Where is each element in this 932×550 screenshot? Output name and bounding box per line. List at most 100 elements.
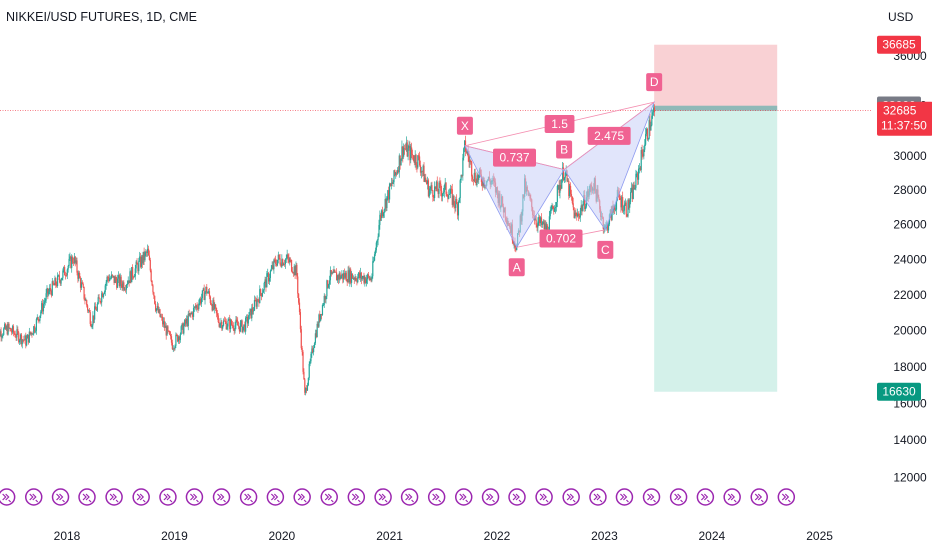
candle-body xyxy=(417,155,419,168)
candle-body xyxy=(223,320,226,322)
candle-body xyxy=(397,169,400,173)
candle-body xyxy=(630,187,633,193)
candle-body xyxy=(387,190,389,197)
event-marker-glyph xyxy=(163,493,173,503)
candle-body xyxy=(92,315,94,326)
event-marker-icon xyxy=(696,488,715,506)
candle-body xyxy=(471,161,473,177)
stop-loss-value: 36685 xyxy=(882,38,916,52)
candle-body xyxy=(164,325,166,328)
candle-body xyxy=(460,175,462,181)
candle-body xyxy=(280,264,282,267)
candle-body xyxy=(242,326,244,333)
event-marker-icon xyxy=(347,488,366,506)
take-profit-zone[interactable] xyxy=(654,110,778,392)
candle-body xyxy=(15,337,17,338)
candle-body xyxy=(621,196,623,208)
candle-body xyxy=(189,313,191,316)
candle-body xyxy=(54,278,56,286)
candle-body xyxy=(52,281,54,285)
event-marker-icon xyxy=(508,488,526,506)
candle-body xyxy=(578,216,581,218)
event-marker-icon xyxy=(185,488,204,506)
candle-body xyxy=(118,275,120,286)
candle-body xyxy=(132,276,135,278)
candle-body xyxy=(266,273,268,288)
candle-body xyxy=(573,207,575,219)
candle-body xyxy=(270,268,272,271)
candle-body xyxy=(206,286,208,294)
ratio-label: 1.5 xyxy=(551,117,568,131)
candle-body xyxy=(243,324,245,327)
candle-body xyxy=(253,299,256,311)
candle-body xyxy=(97,297,99,304)
symbol-title[interactable]: NIKKEI/USD FUTURES, 1D, CME xyxy=(6,10,197,24)
candle-body xyxy=(183,325,185,334)
candle-body xyxy=(388,183,391,200)
candle-body xyxy=(271,265,273,269)
candle-body xyxy=(370,278,372,281)
candle-body xyxy=(607,224,610,231)
candle-body xyxy=(154,303,157,311)
candle-body xyxy=(537,221,539,228)
candle-body xyxy=(198,303,200,309)
candle-body xyxy=(0,331,1,336)
ratio-label: 0.702 xyxy=(546,232,576,246)
candle-body xyxy=(192,307,195,317)
candle-body xyxy=(98,297,100,299)
candle-body xyxy=(333,270,335,273)
candle-body xyxy=(87,310,90,311)
candle-body xyxy=(69,256,71,259)
event-marker-glyph xyxy=(459,493,469,503)
candle-body xyxy=(131,267,133,283)
candle-body xyxy=(114,277,116,283)
last-price-value: 32685 xyxy=(883,104,917,118)
candle-body xyxy=(252,307,254,312)
candle-body xyxy=(437,191,439,194)
candle-body xyxy=(111,274,113,276)
candle-body xyxy=(133,276,135,278)
candle-body xyxy=(261,292,264,297)
candle-body xyxy=(126,283,128,285)
candle-body xyxy=(295,264,297,276)
candle-body xyxy=(161,316,163,318)
candle-body xyxy=(187,313,189,326)
candle-body xyxy=(215,304,217,308)
candle-body xyxy=(287,254,289,259)
candle-body xyxy=(436,181,438,192)
harmonic-pattern[interactable]: 0.737 0.702 2.475 1.5 X A B C D xyxy=(456,73,663,277)
candle-body xyxy=(121,284,123,288)
candle-body xyxy=(454,204,456,208)
time-scale[interactable]: 2018 2019 2020 2021 2022 2023 2024 2025 xyxy=(54,529,834,543)
candle-body xyxy=(255,300,257,307)
candle-body xyxy=(368,276,370,280)
candle-body xyxy=(304,379,306,393)
candle-body xyxy=(25,335,27,346)
candle-body xyxy=(650,125,652,131)
candle-body xyxy=(169,331,171,335)
stop-loss-zone[interactable] xyxy=(654,44,778,111)
candle-body xyxy=(343,273,345,280)
candle-body xyxy=(19,334,22,341)
candle-body xyxy=(373,254,376,261)
candle-body xyxy=(622,196,624,212)
candle-body xyxy=(221,321,223,329)
price-tick-label: 18000 xyxy=(893,360,927,374)
event-marker-icon xyxy=(589,488,607,506)
event-marker-icon xyxy=(669,488,688,506)
price-tick-label: 14000 xyxy=(893,433,927,447)
candle-body xyxy=(22,339,24,341)
candle-body xyxy=(26,334,29,339)
candle-body xyxy=(79,278,82,288)
event-marker-glyph xyxy=(674,493,684,503)
candle-body xyxy=(110,274,113,279)
candle-body xyxy=(348,270,350,283)
candle-body xyxy=(33,326,35,334)
pattern-point-label: D xyxy=(650,75,659,89)
event-marker-glyph xyxy=(351,493,361,503)
candle-body xyxy=(430,185,432,189)
bar-countdown: 11:37:50 xyxy=(881,119,927,133)
candle-body xyxy=(56,284,58,287)
candle-body xyxy=(358,272,360,277)
